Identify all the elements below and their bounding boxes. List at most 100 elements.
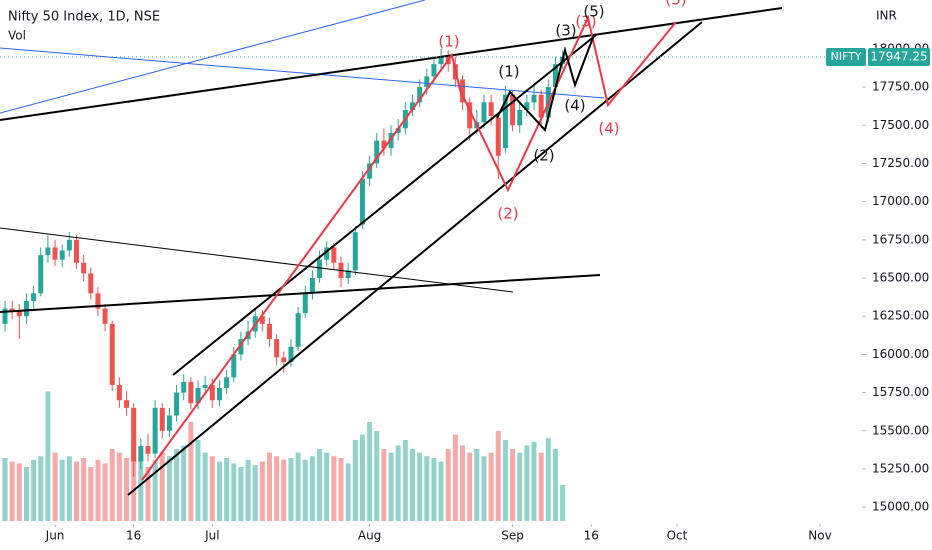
volume-bar xyxy=(467,452,473,521)
candle-body xyxy=(274,339,280,358)
candle-body xyxy=(209,384,215,401)
volume-bar xyxy=(538,452,544,521)
candle-body xyxy=(502,94,508,149)
candle-body xyxy=(9,308,15,312)
wave-label: (5) xyxy=(583,3,604,21)
volume-bar xyxy=(388,452,394,521)
candle-body xyxy=(181,381,187,393)
volume-bar xyxy=(81,458,87,521)
candle-body xyxy=(138,446,144,462)
volume-bar xyxy=(23,467,29,521)
volume-bar xyxy=(109,449,115,521)
channel-line xyxy=(172,34,597,376)
candle-body xyxy=(324,247,330,260)
volume-bar xyxy=(552,449,558,521)
volume-bar xyxy=(338,458,344,521)
candle-layer xyxy=(2,48,566,477)
volume-bar xyxy=(124,458,130,521)
volume-bar xyxy=(31,459,37,521)
volume-bar xyxy=(545,438,551,521)
volume-bar xyxy=(345,463,351,521)
candle-body xyxy=(438,56,444,65)
volume-bar xyxy=(73,461,79,521)
volume-bar xyxy=(460,445,466,521)
volume-bar xyxy=(216,461,222,521)
price-tag-bg xyxy=(868,47,930,66)
x-tick-label: 16 xyxy=(126,529,141,543)
candle-body xyxy=(481,102,487,123)
volume-bar xyxy=(510,449,516,521)
wave-label: (2) xyxy=(497,205,518,223)
volume-bar xyxy=(152,459,158,521)
trend-line xyxy=(0,7,783,121)
volume-bar xyxy=(395,445,401,521)
candle-body xyxy=(517,109,523,126)
candle-body xyxy=(424,76,430,88)
candle-body xyxy=(259,316,265,324)
x-tick-label: 16 xyxy=(584,529,599,543)
volume-bar xyxy=(16,463,22,521)
candle-body xyxy=(295,313,301,347)
volume-bar xyxy=(295,452,301,521)
volume-bar xyxy=(274,456,280,521)
volume-label: Vol xyxy=(8,29,26,43)
candle-body xyxy=(88,273,94,294)
x-tick-label: Sep xyxy=(501,529,524,543)
trend-line xyxy=(0,274,601,313)
volume-bar xyxy=(288,458,294,521)
volume-bar xyxy=(452,434,458,521)
candle-body xyxy=(102,308,108,324)
candle-body xyxy=(59,250,65,260)
volume-bar xyxy=(209,456,215,521)
volume-bar xyxy=(317,449,323,521)
volume-bar xyxy=(309,456,315,521)
y-tick-label: 15000.00 xyxy=(872,500,929,514)
candle-body xyxy=(345,270,351,279)
volume-bar xyxy=(59,459,65,521)
volume-bar xyxy=(267,452,273,521)
candle-body xyxy=(409,102,415,110)
y-tick-label: 16750.00 xyxy=(872,232,929,246)
currency-label: INR xyxy=(876,9,897,23)
volume-bar xyxy=(381,449,387,521)
candle-body xyxy=(267,323,273,340)
volume-bar xyxy=(352,440,358,521)
drawings xyxy=(0,0,783,496)
candle-body xyxy=(224,377,230,389)
volume-bar xyxy=(116,452,122,521)
candle-body xyxy=(417,87,423,103)
candle-body xyxy=(66,239,72,251)
volume-bar xyxy=(409,449,415,521)
volume-bar xyxy=(231,463,237,521)
candle-body xyxy=(238,339,244,355)
candle-body xyxy=(467,102,473,129)
candle-body xyxy=(73,239,79,263)
volume-layer xyxy=(2,391,566,521)
candle-body xyxy=(145,446,151,454)
candle-body xyxy=(38,255,44,294)
y-tick-label: 17250.00 xyxy=(872,156,929,170)
volume-bar xyxy=(2,458,8,521)
candle-body xyxy=(374,140,380,164)
candle-body xyxy=(495,117,501,156)
wave-label: (2) xyxy=(533,147,554,165)
volume-bar xyxy=(367,422,373,521)
candle-body xyxy=(52,247,58,260)
candle-body xyxy=(524,102,530,110)
candle-body xyxy=(152,407,158,454)
volume-bar xyxy=(181,445,187,521)
candle-body xyxy=(395,128,401,133)
volume-bar xyxy=(224,458,230,521)
volume-bar xyxy=(495,431,501,521)
candle-body xyxy=(31,293,37,301)
volume-bar xyxy=(202,452,208,521)
y-tick-label: 17000.00 xyxy=(872,194,929,208)
candle-body xyxy=(510,94,516,126)
candle-body xyxy=(331,247,337,263)
y-tick-label: 15750.00 xyxy=(872,385,929,399)
candle-body xyxy=(359,178,365,225)
candle-body xyxy=(388,132,394,149)
wave-label: (4) xyxy=(564,97,585,115)
volume-bar xyxy=(424,456,430,521)
x-tick-label: Aug xyxy=(358,529,381,543)
